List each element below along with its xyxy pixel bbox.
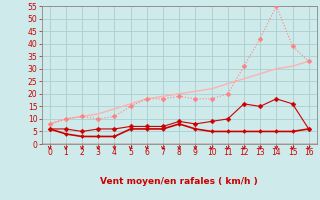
X-axis label: Vent moyen/en rafales ( km/h ): Vent moyen/en rafales ( km/h ) [100, 177, 258, 186]
